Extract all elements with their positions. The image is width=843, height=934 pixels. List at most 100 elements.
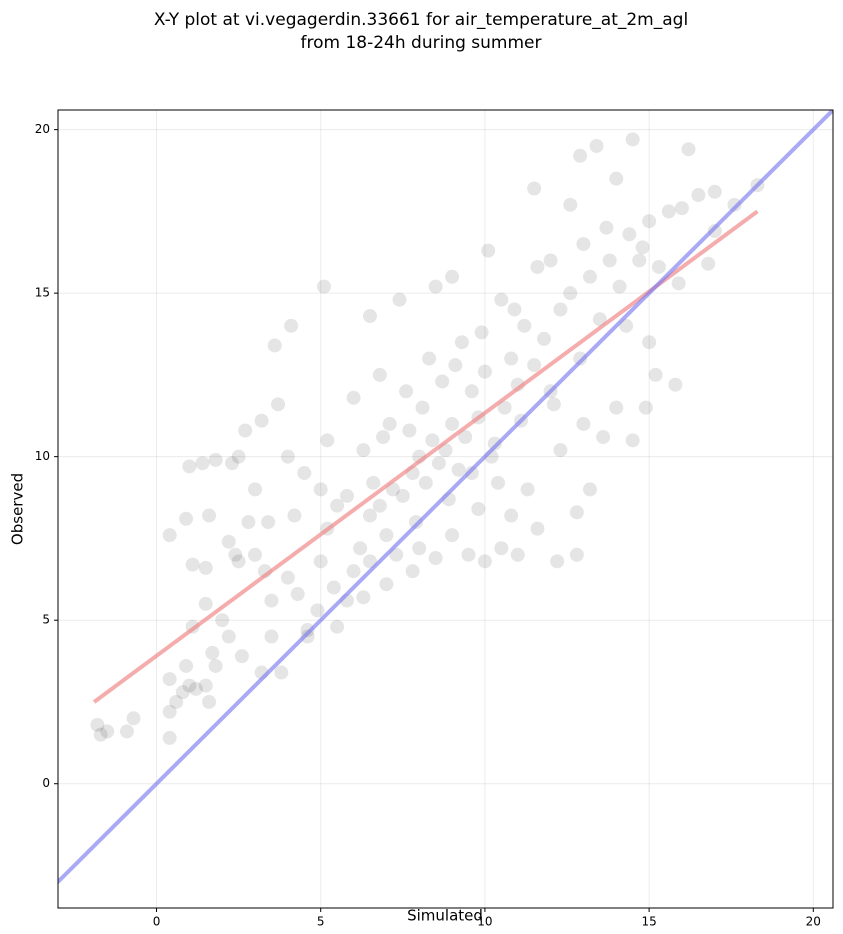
point bbox=[569, 547, 584, 562]
point bbox=[280, 570, 295, 585]
point bbox=[707, 224, 722, 239]
point bbox=[402, 423, 417, 438]
point bbox=[261, 515, 276, 530]
x-tick-label: 20 bbox=[806, 915, 821, 929]
point bbox=[356, 590, 371, 605]
point bbox=[494, 541, 509, 556]
point bbox=[464, 384, 479, 399]
point bbox=[445, 416, 460, 431]
point bbox=[520, 482, 535, 497]
point bbox=[412, 541, 427, 556]
point bbox=[625, 433, 640, 448]
point bbox=[494, 292, 509, 307]
point bbox=[362, 508, 377, 523]
point bbox=[504, 351, 519, 366]
point bbox=[231, 554, 246, 569]
point bbox=[681, 142, 696, 157]
point bbox=[553, 302, 568, 317]
point bbox=[651, 259, 666, 274]
point bbox=[100, 724, 115, 739]
x-tick-label: 15 bbox=[641, 915, 656, 929]
point bbox=[573, 148, 588, 163]
point bbox=[195, 456, 210, 471]
point bbox=[642, 214, 657, 229]
point bbox=[504, 508, 519, 523]
point bbox=[428, 551, 443, 566]
point bbox=[290, 587, 305, 602]
point bbox=[202, 694, 217, 709]
point bbox=[537, 331, 552, 346]
point bbox=[93, 727, 108, 742]
point bbox=[248, 547, 263, 562]
point bbox=[264, 593, 279, 608]
x-tick-label: 10 bbox=[477, 915, 492, 929]
point bbox=[530, 521, 545, 536]
point bbox=[461, 547, 476, 562]
y-tick-label: 0 bbox=[42, 776, 50, 790]
y-tick-label: 20 bbox=[35, 122, 50, 136]
point bbox=[589, 138, 604, 153]
point bbox=[221, 534, 236, 549]
point bbox=[576, 237, 591, 252]
x-tick-label: 0 bbox=[153, 915, 161, 929]
point bbox=[497, 400, 512, 415]
point bbox=[162, 704, 177, 719]
point bbox=[241, 515, 256, 530]
point bbox=[517, 318, 532, 333]
point bbox=[477, 554, 492, 569]
point bbox=[287, 508, 302, 523]
point bbox=[448, 358, 463, 373]
point bbox=[202, 508, 217, 523]
point bbox=[609, 400, 624, 415]
point bbox=[379, 528, 394, 543]
point bbox=[215, 613, 230, 628]
point bbox=[188, 681, 203, 696]
point bbox=[477, 364, 492, 379]
point bbox=[546, 397, 561, 412]
point bbox=[221, 629, 236, 644]
point bbox=[313, 482, 328, 497]
point bbox=[671, 276, 686, 291]
point bbox=[550, 554, 565, 569]
point bbox=[563, 286, 578, 301]
point bbox=[454, 335, 469, 350]
point bbox=[346, 390, 361, 405]
point bbox=[326, 580, 341, 595]
point bbox=[418, 475, 433, 490]
y-axis-label: Observed bbox=[9, 473, 27, 545]
point bbox=[376, 430, 391, 445]
point bbox=[238, 423, 253, 438]
point bbox=[198, 596, 213, 611]
point bbox=[596, 430, 611, 445]
point bbox=[487, 436, 502, 451]
point bbox=[445, 528, 460, 543]
point bbox=[408, 515, 423, 530]
point bbox=[208, 452, 223, 467]
point bbox=[267, 338, 282, 353]
point bbox=[162, 672, 177, 687]
point bbox=[228, 547, 243, 562]
point bbox=[625, 132, 640, 147]
point bbox=[471, 502, 486, 516]
point bbox=[389, 547, 404, 562]
point bbox=[353, 541, 368, 556]
point bbox=[169, 694, 184, 709]
point bbox=[569, 505, 584, 520]
x-axis-label: Simulated bbox=[407, 907, 483, 925]
chart-title: X-Y plot at vi.vegagerdin.33661 for air_… bbox=[154, 10, 688, 30]
point bbox=[382, 416, 397, 431]
point bbox=[582, 482, 597, 497]
point bbox=[198, 678, 213, 693]
point bbox=[330, 498, 345, 513]
point bbox=[445, 269, 460, 284]
point bbox=[674, 201, 689, 216]
point bbox=[642, 335, 657, 350]
point bbox=[395, 488, 410, 503]
point bbox=[362, 309, 377, 324]
y-tick-label: 15 bbox=[35, 286, 50, 300]
point bbox=[339, 488, 354, 503]
point bbox=[661, 204, 676, 219]
point bbox=[356, 443, 371, 458]
point bbox=[527, 181, 542, 196]
